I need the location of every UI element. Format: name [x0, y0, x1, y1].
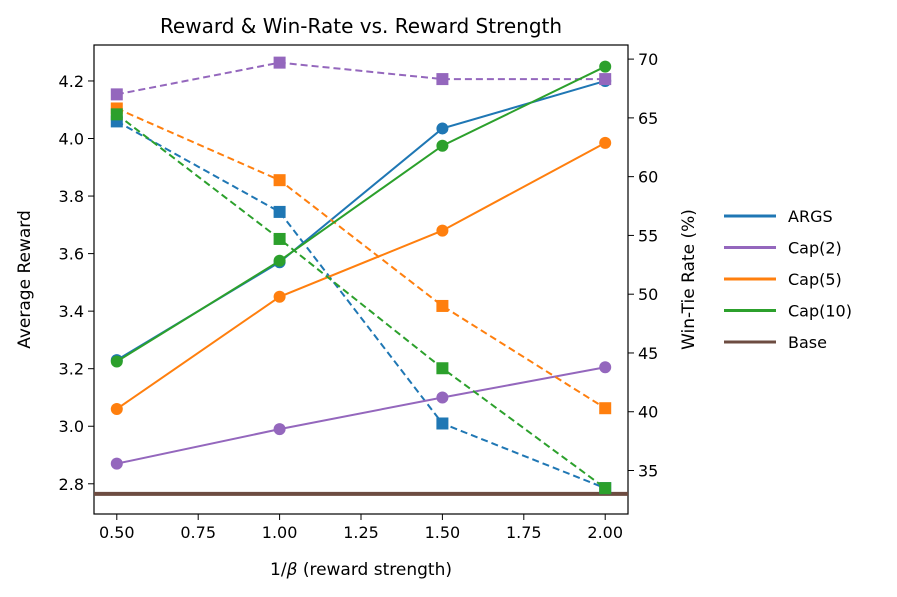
win-tie-line	[116, 61, 606, 96]
reward-point	[436, 391, 449, 404]
reward-point	[599, 361, 612, 374]
win-tie-line	[116, 107, 606, 410]
legend-label: Cap(10)	[788, 302, 852, 321]
x-tick-label: 1.50	[425, 523, 461, 542]
reward-point	[436, 224, 449, 237]
plot-frame	[93, 44, 629, 515]
y2-tick-label: 65	[638, 109, 658, 128]
y-tick-label: 4.0	[59, 130, 84, 149]
y2-tick-label: 70	[638, 50, 658, 69]
series-cap2	[110, 56, 612, 470]
win-tie-point	[436, 299, 449, 312]
x-tick-label: 1.00	[262, 523, 298, 542]
y-tick-label: 2.8	[59, 475, 84, 494]
series-cap10	[110, 60, 612, 495]
win-tie-point	[273, 205, 286, 218]
y2-tick-label: 50	[638, 285, 658, 304]
legend-label: Base	[788, 333, 827, 352]
reward-point	[273, 423, 286, 436]
x-axis-label-prefix: 1/	[270, 560, 287, 580]
win-tie-point	[436, 362, 449, 375]
x-tick-label: 1.75	[506, 523, 542, 542]
y2-tick-label: 60	[638, 168, 658, 187]
win-tie-point	[273, 56, 286, 69]
win-tie-point	[110, 108, 123, 121]
chart-title: Reward & Win-Rate vs. Reward Strength	[160, 14, 562, 38]
y-tick-label: 3.0	[59, 417, 84, 436]
x-axis-label-symbol: β	[286, 560, 298, 580]
series-cap5	[110, 102, 612, 415]
y2-tick-label: 55	[638, 226, 658, 245]
reward-point	[273, 290, 286, 303]
y-tick-label: 3.2	[59, 360, 84, 379]
win-tie-line	[116, 113, 606, 489]
x-tick-label: 2.00	[587, 523, 623, 542]
legend-label: Cap(5)	[788, 270, 842, 289]
win-tie-point	[436, 73, 449, 86]
reward-point	[110, 355, 123, 368]
y2-tick-label: 35	[638, 462, 658, 481]
x-tick-label: 0.75	[180, 523, 216, 542]
reward-point	[436, 139, 449, 152]
x-axis-label: 1/β (reward strength)	[270, 560, 452, 580]
y2-axis-label: Win-Tie Rate (%)	[679, 209, 699, 350]
y-axis-label: Average Reward	[15, 210, 35, 349]
y-tick-label: 3.8	[59, 187, 84, 206]
win-tie-point	[273, 232, 286, 245]
win-tie-point	[110, 88, 123, 101]
reward-line	[116, 141, 606, 410]
x-tick-label: 1.25	[343, 523, 379, 542]
y-tick-label: 4.2	[59, 72, 84, 91]
reward-point	[110, 457, 123, 470]
reward-point	[436, 122, 449, 135]
y2-tick-label: 45	[638, 344, 658, 363]
reward-point	[110, 402, 123, 415]
reward-line	[116, 366, 606, 465]
reward-point	[599, 136, 612, 149]
legend-label: ARGS	[788, 207, 833, 226]
win-tie-point	[273, 174, 286, 187]
series-args	[110, 74, 612, 495]
reward-point	[273, 254, 286, 267]
reward-line	[116, 65, 606, 363]
win-tie-point	[599, 73, 612, 86]
win-tie-line	[116, 120, 606, 490]
y-tick-label: 3.6	[59, 245, 84, 264]
y-tick-label: 3.4	[59, 302, 84, 321]
win-tie-point	[436, 417, 449, 430]
legend: ARGS Cap(2) Cap(5) Cap(10) Base	[724, 207, 852, 352]
y2-tick-label: 40	[638, 403, 658, 422]
win-tie-point	[599, 482, 612, 495]
x-tick-label: 0.50	[99, 523, 135, 542]
win-tie-point	[599, 402, 612, 415]
x-axis-label-suffix: (reward strength)	[297, 560, 452, 580]
legend-label: Cap(2)	[788, 239, 842, 258]
reward-point	[599, 60, 612, 73]
